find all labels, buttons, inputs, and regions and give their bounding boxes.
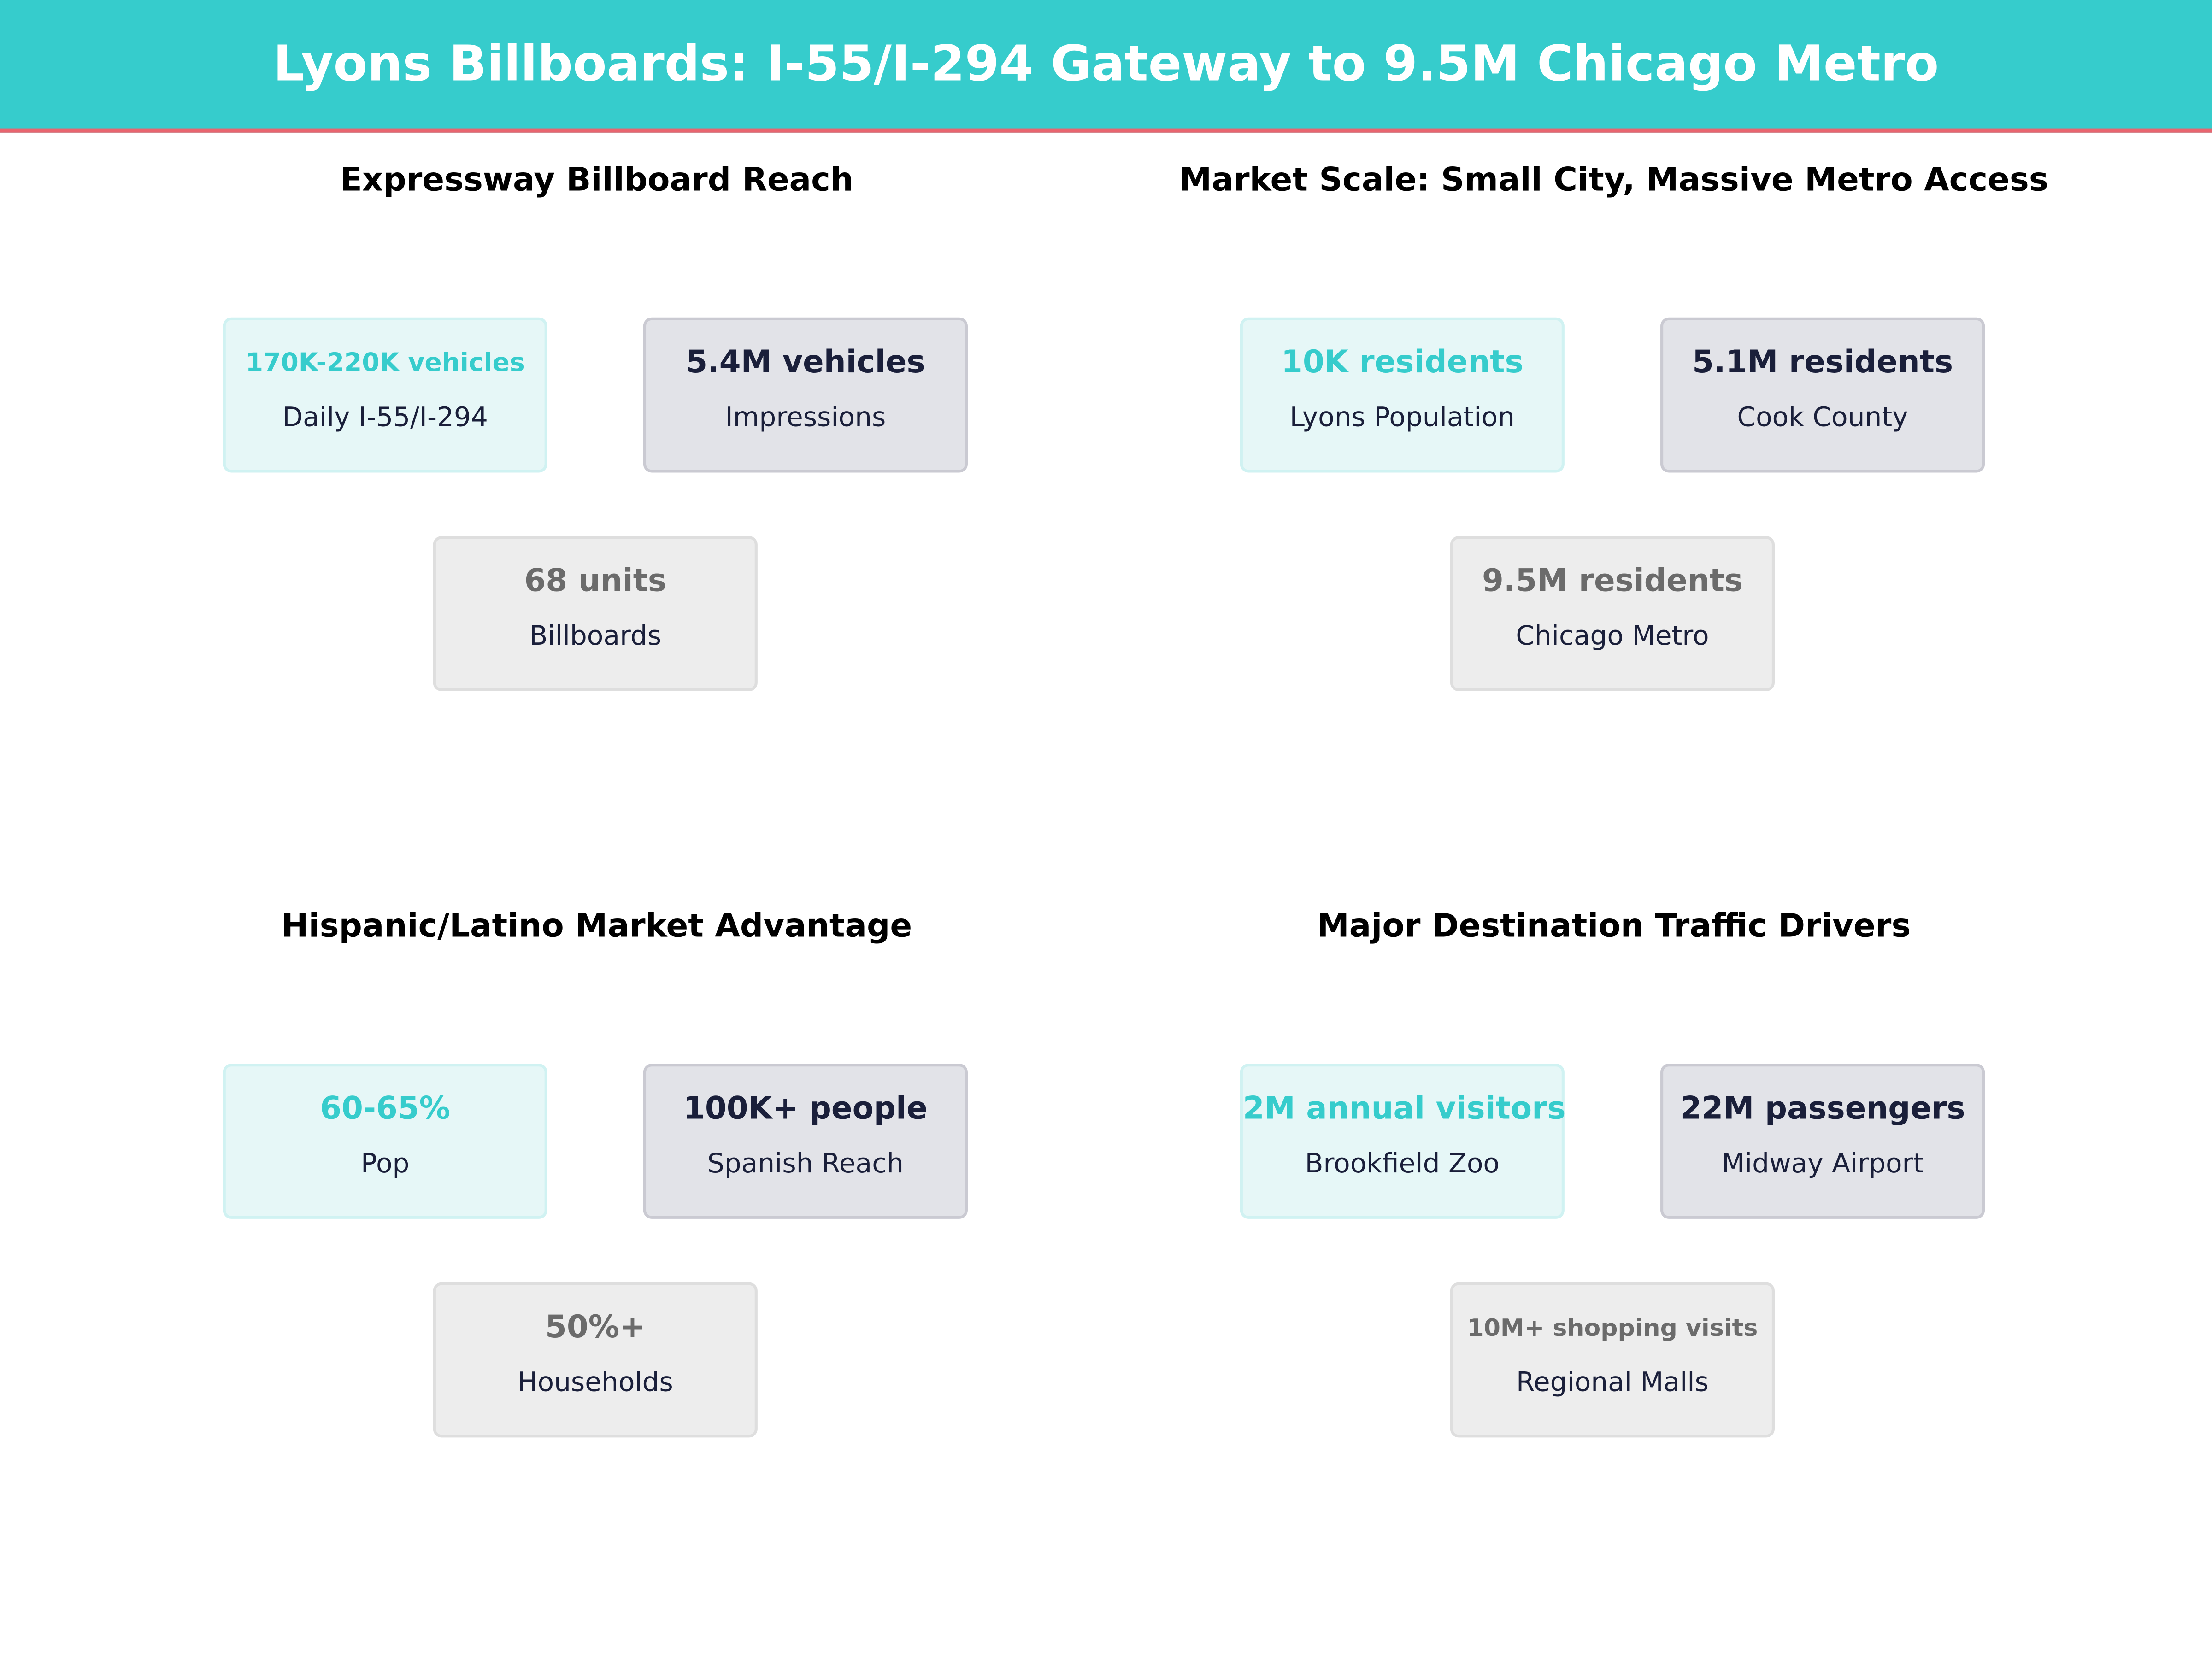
stat-value: 9.5M residents <box>1482 564 1743 600</box>
stat-card-chicago-metro: 9.5M residents Chicago Metro <box>1450 536 1775 691</box>
stat-label: Brookfield Zoo <box>1305 1148 1500 1180</box>
stat-card-midway-airport: 22M passengers Midway Airport <box>1660 1064 1985 1219</box>
stat-card-billboards: 68 units Billboards <box>433 536 758 691</box>
stat-value: 68 units <box>524 564 667 600</box>
panel-title-destinations: Major Destination Traffic Drivers <box>1317 908 1911 946</box>
stat-card-lyons-population: 10K residents Lyons Population <box>1240 317 1565 473</box>
stat-card-impressions: 5.4M vehicles Impressions <box>643 317 968 473</box>
stat-value: 10K residents <box>1281 345 1524 381</box>
stat-value: 60-65% <box>320 1092 451 1127</box>
stat-card-pop: 60-65% Pop <box>223 1064 547 1219</box>
stat-card-daily-traffic: 170K-220K vehicles Daily I-55/I-294 <box>223 317 547 473</box>
stat-card-cook-county: 5.1M residents Cook County <box>1660 317 1985 473</box>
stat-value: 5.1M residents <box>1692 345 1953 381</box>
stat-card-spanish-reach: 100K+ people Spanish Reach <box>643 1064 968 1219</box>
panel-title-hispanic-market: Hispanic/Latino Market Advantage <box>281 908 912 946</box>
panel-title-reach: Expressway Billboard Reach <box>340 162 854 199</box>
stat-label: Lyons Population <box>1289 402 1515 433</box>
stat-value: 22M passengers <box>1680 1092 1965 1127</box>
stat-label: Chicago Metro <box>1516 620 1709 652</box>
stat-label: Regional Malls <box>1516 1367 1709 1398</box>
stat-value: 10M+ shopping visits <box>1467 1315 1758 1343</box>
header-banner: Lyons Billboards: I-55/I-294 Gateway to … <box>0 0 2212 133</box>
stat-card-brookfield-zoo: 2M annual visitors Brookfield Zoo <box>1240 1064 1565 1219</box>
stat-label: Cook County <box>1737 402 1908 433</box>
stat-label: Impressions <box>725 402 886 433</box>
stat-value: 2M annual visitors <box>1242 1092 1566 1127</box>
stat-label: Households <box>517 1367 673 1398</box>
panel-title-market-scale: Market Scale: Small City, Massive Metro … <box>1179 162 2048 199</box>
stat-value: 5.4M vehicles <box>686 345 925 381</box>
stat-label: Daily I-55/I-294 <box>282 402 488 433</box>
stat-value: 50%+ <box>545 1310 646 1346</box>
stat-label: Pop <box>360 1148 410 1180</box>
page-title: Lyons Billboards: I-55/I-294 Gateway to … <box>273 36 1939 93</box>
stat-value: 100K+ people <box>683 1092 928 1127</box>
stat-value: 170K-220K vehicles <box>245 348 525 378</box>
stat-label: Midway Airport <box>1721 1148 1924 1180</box>
stat-label: Billboards <box>529 620 662 652</box>
stat-card-regional-malls: 10M+ shopping visits Regional Malls <box>1450 1282 1775 1438</box>
stat-label: Spanish Reach <box>707 1148 904 1180</box>
stat-card-households: 50%+ Households <box>433 1282 758 1438</box>
